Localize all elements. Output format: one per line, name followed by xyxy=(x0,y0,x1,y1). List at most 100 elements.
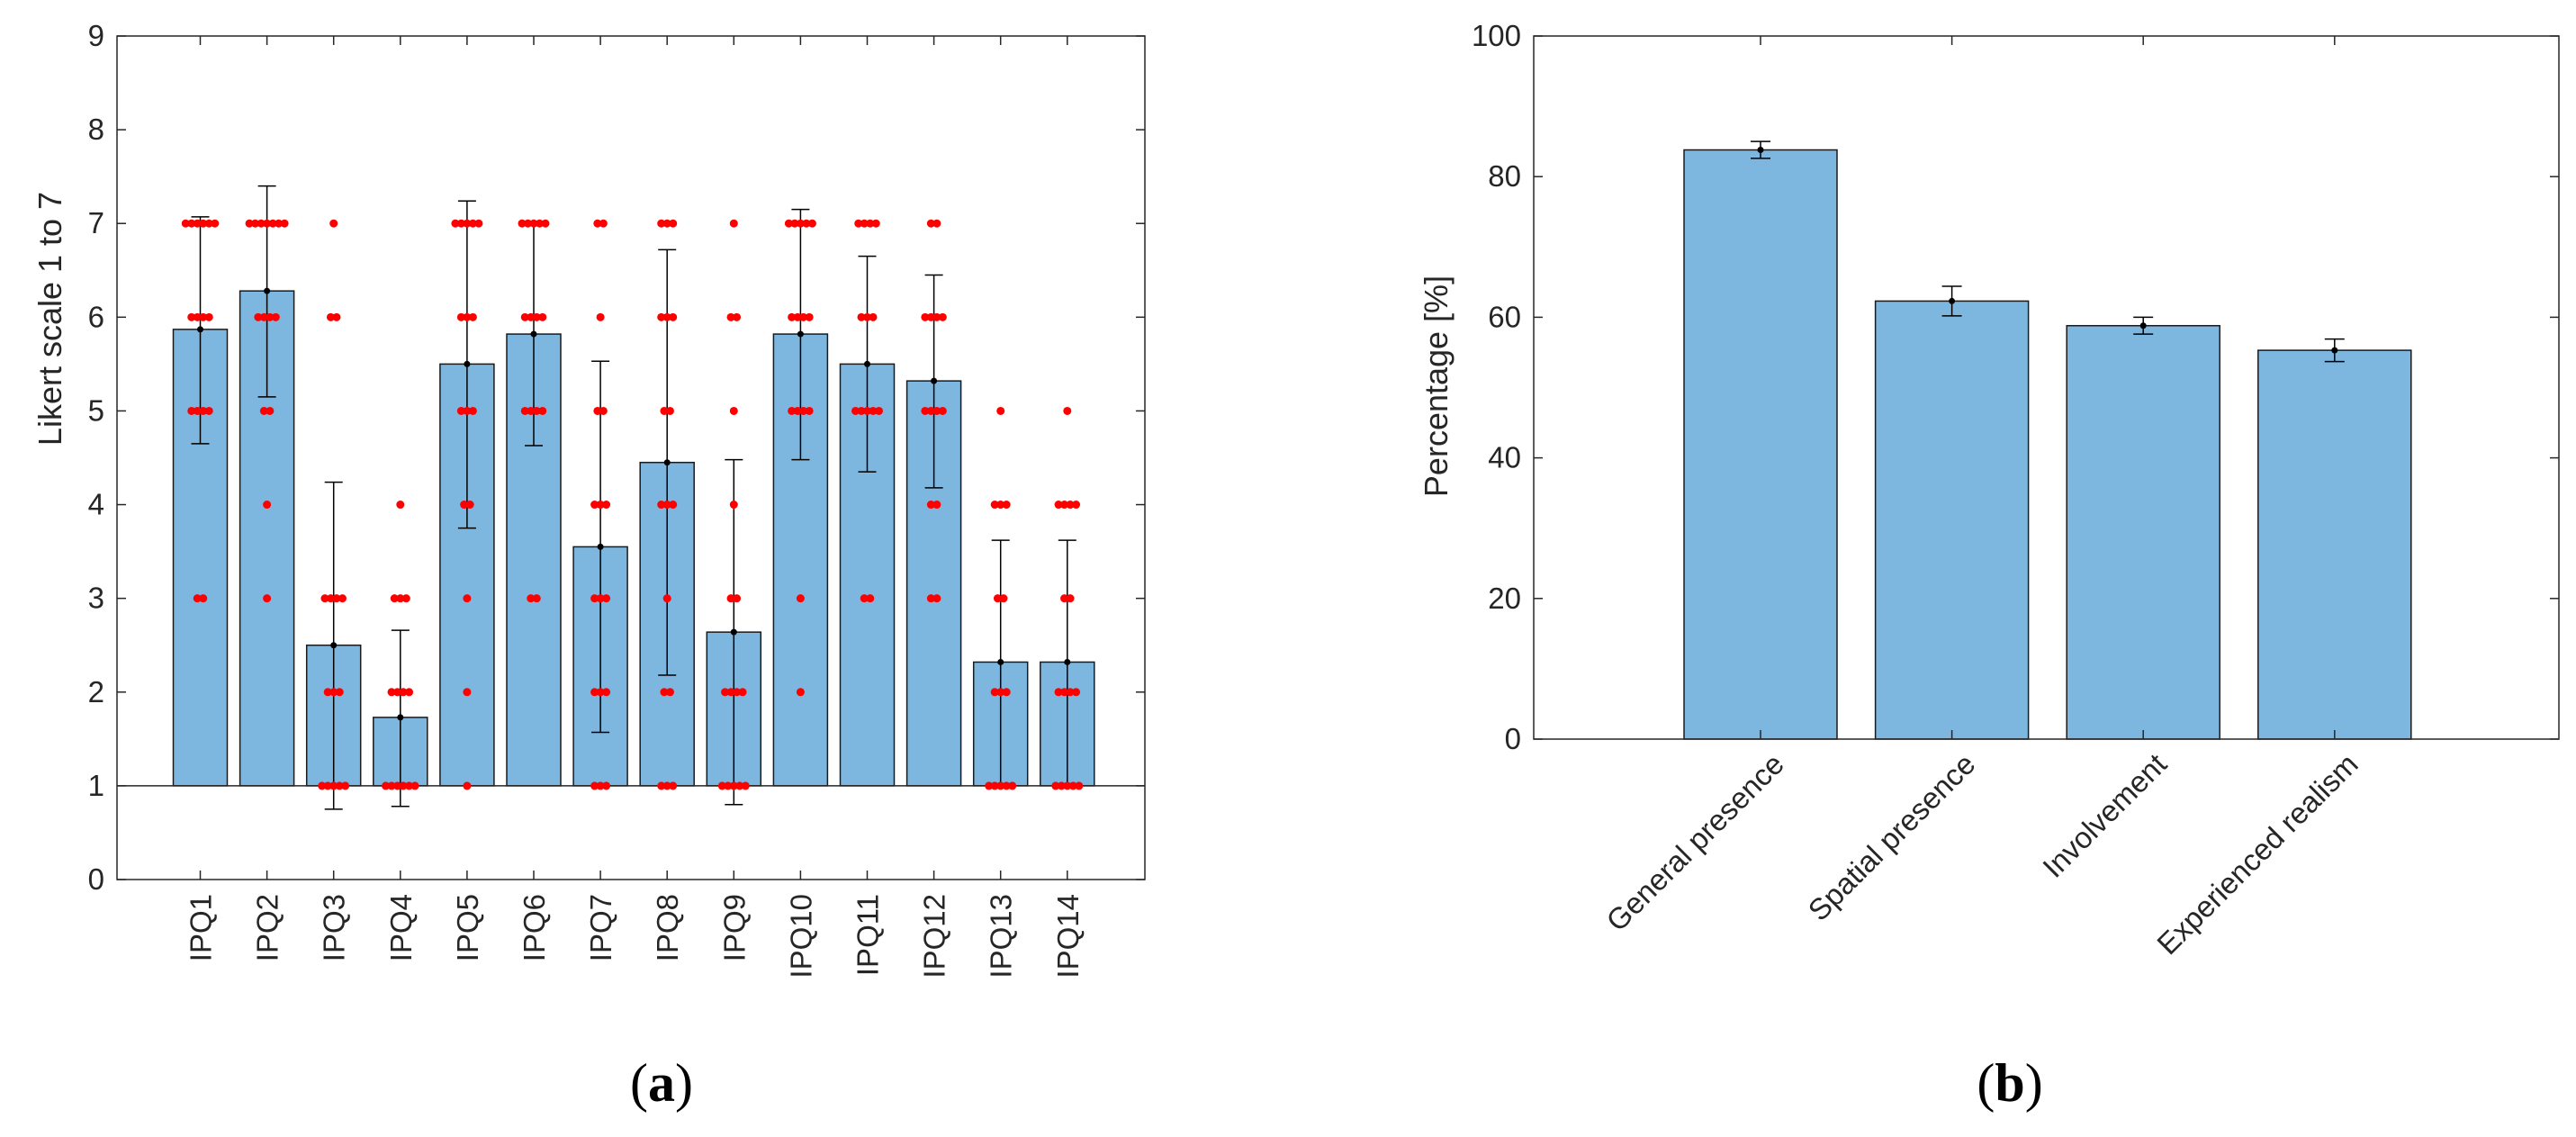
scatter-point-IPQ9 xyxy=(729,406,738,415)
scatter-point-IPQ1 xyxy=(199,219,208,228)
scatter-point-IPQ10 xyxy=(788,312,797,321)
scatter-point-IPQ8 xyxy=(662,781,671,790)
panel-b-caption: (b) xyxy=(1977,1053,2042,1113)
scatter-point-IPQ9 xyxy=(738,688,747,697)
x-tick-label: IPQ2 xyxy=(251,894,284,961)
scatter-point-IPQ14 xyxy=(1063,406,1072,415)
scatter-point-IPQ11 xyxy=(854,219,863,228)
scatter-point-IPQ14 xyxy=(1066,501,1075,510)
scatter-point-IPQ6 xyxy=(527,406,536,415)
scatter-point-IPQ1 xyxy=(187,312,196,321)
scatter-point-IPQ5 xyxy=(463,594,472,603)
mean-marker-IPQ10 xyxy=(797,330,804,338)
x-tick-label: IPQ7 xyxy=(584,894,617,961)
scatter-point-IPQ13 xyxy=(996,688,1005,697)
scatter-point-IPQ14 xyxy=(1063,781,1072,790)
scatter-point-IPQ11 xyxy=(875,406,883,415)
scatter-point-IPQ8 xyxy=(657,219,666,228)
y-tick-label: 20 xyxy=(1488,582,1521,615)
scatter-point-IPQ7 xyxy=(596,501,605,510)
x-tick-label: General presence xyxy=(1599,747,1790,938)
scatter-point-IPQ1 xyxy=(193,406,202,415)
panel-a-bars xyxy=(172,290,1095,787)
panel-b-y-ticks: 0 20 40 60 80 100 xyxy=(1472,19,2559,755)
scatter-point-IPQ10 xyxy=(793,312,802,321)
scatter-point-IPQ14 xyxy=(1060,594,1069,603)
scatter-point-IPQ4 xyxy=(390,594,399,603)
scatter-point-IPQ11 xyxy=(851,406,860,415)
scatter-point-IPQ10 xyxy=(796,219,805,228)
scatter-point-IPQ5 xyxy=(474,219,483,228)
scatter-point-IPQ3 xyxy=(318,781,327,790)
scatter-point-IPQ10 xyxy=(784,219,793,228)
mean-marker-IPQ7 xyxy=(597,543,604,550)
scatter-point-IPQ8 xyxy=(660,688,669,697)
scatter-point-IPQ12 xyxy=(926,501,935,510)
scatter-point-IPQ12 xyxy=(921,312,930,321)
scatter-point-IPQ6 xyxy=(532,406,541,415)
y-tick-label: 6 xyxy=(88,300,104,333)
scatter-point-IPQ12 xyxy=(932,406,941,415)
mean-marker xyxy=(1757,147,1764,154)
scatter-point-IPQ7 xyxy=(593,219,602,228)
scatter-point-IPQ1 xyxy=(199,406,208,415)
scatter-point-IPQ4 xyxy=(410,781,419,790)
scatter-point-IPQ3 xyxy=(332,312,341,321)
y-tick-label: 0 xyxy=(1505,722,1521,755)
mean-marker-IPQ8 xyxy=(663,459,671,466)
scatter-point-IPQ11 xyxy=(857,312,866,321)
scatter-point-IPQ9 xyxy=(729,501,738,510)
scatter-point-IPQ11 xyxy=(866,594,875,603)
bar-experienced-realism xyxy=(2257,349,2412,740)
scatter-point-IPQ9 xyxy=(741,781,750,790)
x-tick-label: IPQ6 xyxy=(518,894,551,961)
scatter-point-IPQ10 xyxy=(799,406,808,415)
scatter-point-IPQ4 xyxy=(405,781,414,790)
scatter-point-IPQ5 xyxy=(456,312,465,321)
panel-a-axes-box xyxy=(116,35,1146,880)
scatter-point-IPQ10 xyxy=(799,312,808,321)
scatter-point-IPQ3 xyxy=(338,594,347,603)
scatter-point-IPQ12 xyxy=(938,406,947,415)
scatter-point-IPQ6 xyxy=(529,219,538,228)
scatter-point-IPQ3 xyxy=(335,688,344,697)
bar-involvement xyxy=(2066,325,2220,740)
scatter-point-IPQ5 xyxy=(468,219,477,228)
scatter-point-IPQ1 xyxy=(211,219,220,228)
y-tick-label: 1 xyxy=(88,769,104,802)
scatter-point-IPQ14 xyxy=(1075,781,1084,790)
y-tick-label: 80 xyxy=(1488,159,1521,193)
scatter-point-IPQ13 xyxy=(990,688,999,697)
scatter-point-IPQ2 xyxy=(263,594,272,603)
scatter-point-IPQ11 xyxy=(863,312,871,321)
scatter-point-IPQ9 xyxy=(729,781,738,790)
scatter-point-IPQ13 xyxy=(990,781,999,790)
panel-b-axes-box xyxy=(1533,35,2560,740)
scatter-point-IPQ10 xyxy=(805,312,814,321)
mean-marker-IPQ13 xyxy=(997,658,1004,665)
scatter-point-IPQ6 xyxy=(532,312,541,321)
scatter-point-IPQ3 xyxy=(332,594,341,603)
scatter-point-IPQ14 xyxy=(1051,781,1060,790)
x-tick-label: IPQ5 xyxy=(451,894,484,961)
scatter-point-IPQ2 xyxy=(254,312,263,321)
scatter-point-IPQ10 xyxy=(802,219,811,228)
scatter-point-IPQ5 xyxy=(463,406,472,415)
scatter-point-IPQ14 xyxy=(1066,594,1075,603)
scatter-point-IPQ8 xyxy=(669,501,678,510)
scatter-point-IPQ7 xyxy=(599,219,608,228)
scatter-point-IPQ1 xyxy=(181,219,190,228)
scatter-point-IPQ7 xyxy=(596,312,605,321)
scatter-point-IPQ8 xyxy=(662,501,671,510)
scatter-point-IPQ14 xyxy=(1057,781,1066,790)
scatter-point-IPQ8 xyxy=(662,312,671,321)
x-tick-label: IPQ14 xyxy=(1051,894,1085,979)
mean-marker-IPQ3 xyxy=(330,642,338,649)
scatter-point-IPQ6 xyxy=(541,219,550,228)
scatter-point-IPQ10 xyxy=(805,406,814,415)
scatter-point-IPQ13 xyxy=(993,594,1002,603)
x-tick-label: IPQ9 xyxy=(717,894,751,961)
scatter-point-IPQ1 xyxy=(187,219,196,228)
scatter-point-IPQ1 xyxy=(204,406,213,415)
